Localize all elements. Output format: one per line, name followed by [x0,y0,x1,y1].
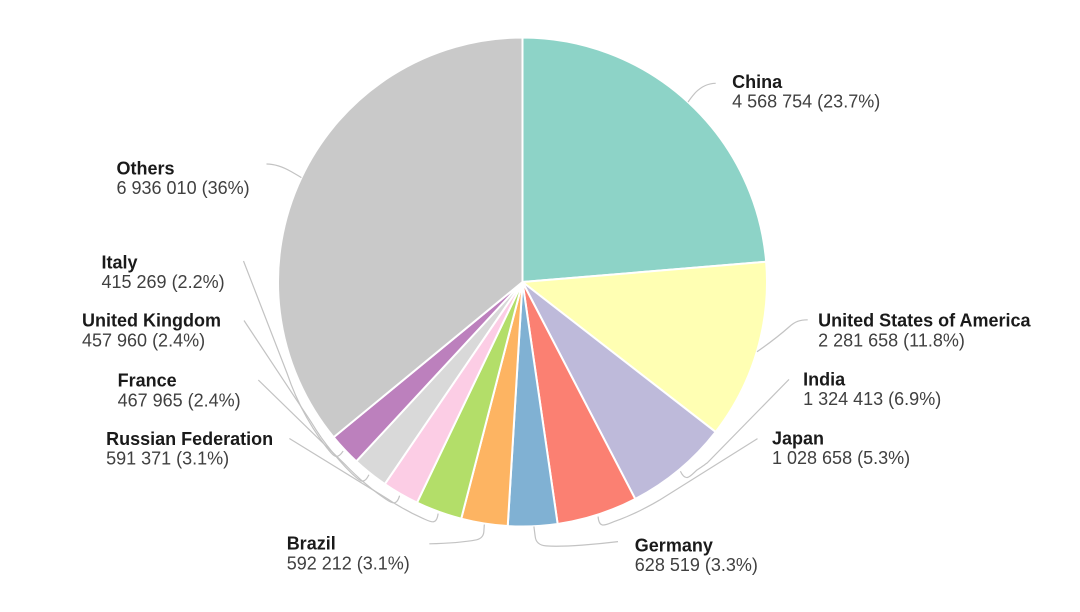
svg-text:1 028 658 (5.3%): 1 028 658 (5.3%) [772,448,910,468]
svg-text:Japan: Japan [772,429,824,449]
svg-text:415 269 (2.2%): 415 269 (2.2%) [102,272,225,292]
svg-text:4 568 754 (23.7%): 4 568 754 (23.7%) [732,92,880,112]
svg-text:591 371 (3.1%): 591 371 (3.1%) [106,449,229,469]
svg-text:2 281 658 (11.8%): 2 281 658 (11.8%) [818,330,965,350]
svg-text:India: India [803,369,846,389]
svg-text:United Kingdom: United Kingdom [82,311,221,331]
svg-text:628 519 (3.3%): 628 519 (3.3%) [635,555,758,575]
svg-text:China: China [732,72,783,92]
svg-text:467 965 (2.4%): 467 965 (2.4%) [118,390,241,410]
svg-text:1 324 413 (6.9%): 1 324 413 (6.9%) [803,389,941,409]
svg-text:592 212 (3.1%): 592 212 (3.1%) [287,553,410,573]
svg-text:France: France [118,371,177,391]
svg-text:6 936 010 (36%): 6 936 010 (36%) [117,178,250,198]
svg-text:457 960 (2.4%): 457 960 (2.4%) [82,330,205,350]
svg-text:Russian Federation: Russian Federation [106,429,273,449]
svg-text:Brazil: Brazil [287,534,336,554]
svg-text:Others: Others [117,158,175,178]
svg-text:United States of America: United States of America [818,311,1031,331]
svg-text:Italy: Italy [102,252,138,272]
svg-text:Germany: Germany [635,535,713,555]
